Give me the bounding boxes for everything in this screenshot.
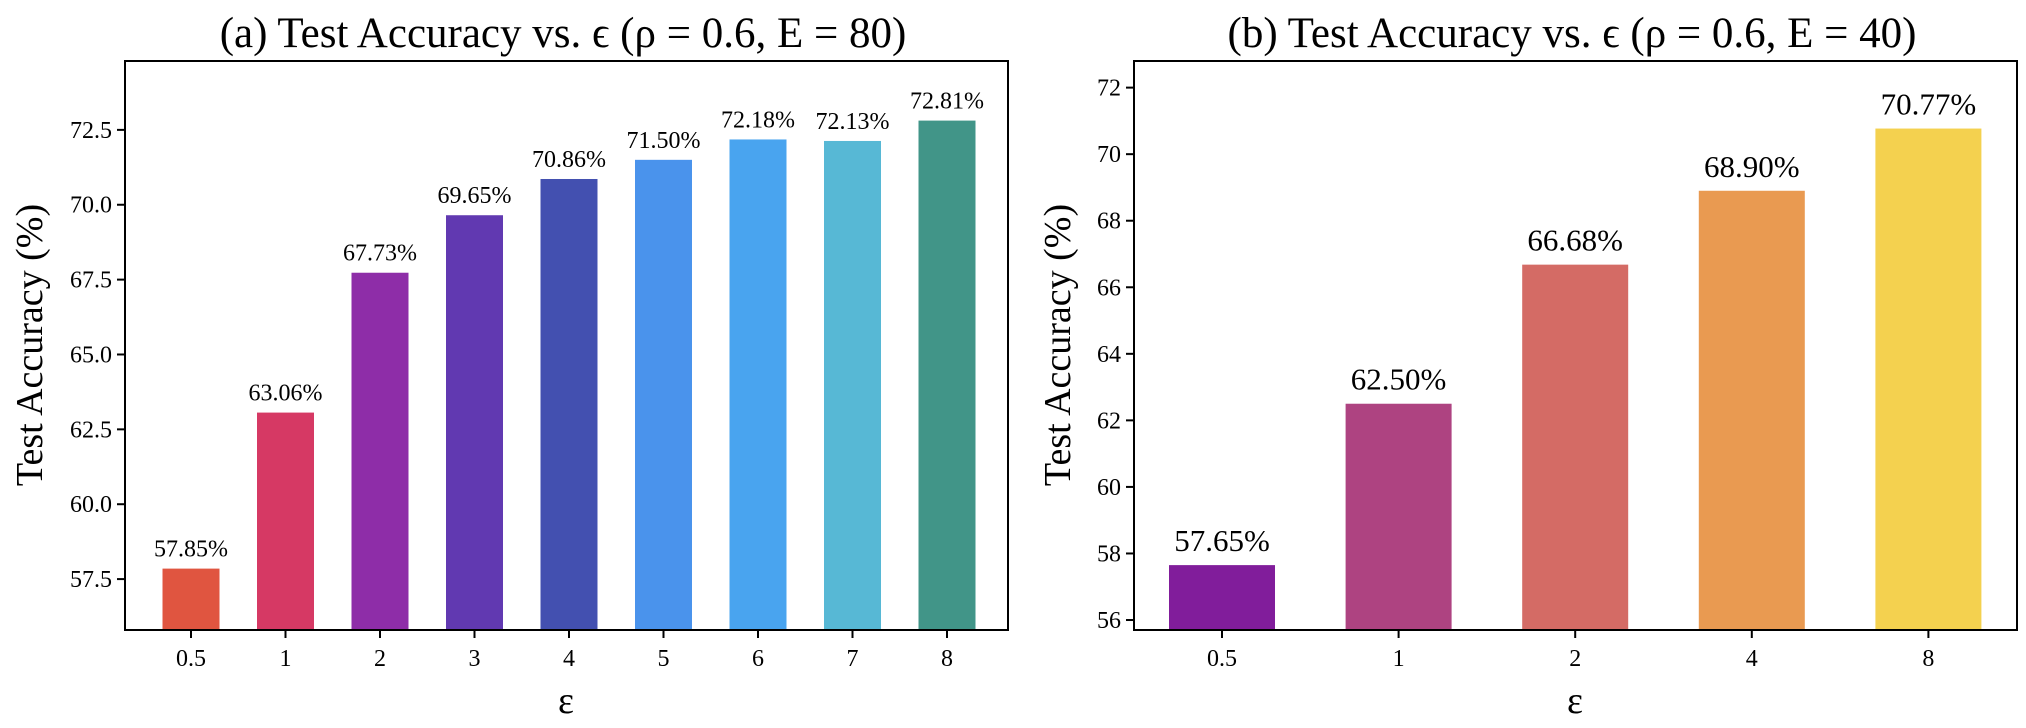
chart-panel-a: (a) Test Accuracy vs. ϵ (ρ = 0.6, E = 80… — [9, 10, 1008, 722]
chart-a-ytick-label: 70.0 — [70, 193, 112, 219]
chart-a-xlabel: ε — [558, 680, 574, 722]
chart-b-ytick-label: 58 — [1097, 541, 1121, 567]
chart-a-xtick-label: 8 — [941, 646, 953, 672]
chart-a-bar — [824, 141, 881, 630]
chart-a-bar — [163, 569, 220, 630]
chart-b-value-label: 70.77% — [1881, 87, 1977, 122]
chart-a-value-label: 70.86% — [532, 147, 606, 173]
chart-a-bar — [352, 273, 409, 630]
chart-a-value-label: 69.65% — [438, 183, 512, 209]
chart-a-bar — [730, 139, 787, 630]
chart-b-xtick-label: 2 — [1569, 646, 1581, 672]
chart-a-value-label: 67.73% — [343, 241, 417, 267]
chart-a-ytick-label: 60.0 — [70, 492, 112, 518]
chart-b-xtick-label: 8 — [1922, 646, 1934, 672]
chart-a-bar — [446, 215, 503, 630]
chart-b-value-label: 62.50% — [1351, 362, 1447, 397]
chart-a-xtick-label: 4 — [563, 646, 575, 672]
chart-a-xtick-label: 7 — [847, 646, 859, 672]
chart-a-ylabel: Test Accuracy (%) — [9, 204, 51, 486]
chart-b-bar — [1875, 129, 1981, 630]
chart-a-value-label: 72.81% — [910, 89, 984, 115]
chart-b-ytick-label: 70 — [1097, 142, 1121, 168]
chart-a-xtick-label: 5 — [658, 646, 670, 672]
chart-b-value-label: 57.65% — [1174, 523, 1270, 558]
chart-b-bar — [1522, 265, 1628, 630]
chart-b-ytick-label: 72 — [1097, 76, 1121, 102]
chart-b-bars — [1169, 129, 1981, 630]
chart-a-value-label: 72.13% — [816, 109, 890, 135]
chart-b-ytick-label: 62 — [1097, 408, 1121, 434]
chart-b-bar — [1699, 191, 1805, 630]
chart-a-value-label: 63.06% — [249, 381, 323, 407]
figure: (a) Test Accuracy vs. ϵ (ρ = 0.6, E = 80… — [0, 0, 2026, 728]
chart-b-xtick-label: 4 — [1746, 646, 1758, 672]
chart-a-bars — [163, 121, 976, 630]
chart-b-value-label: 68.90% — [1704, 149, 1800, 184]
chart-b-bar — [1346, 404, 1452, 630]
chart-a-xtick-label: 1 — [280, 646, 292, 672]
chart-a-xtick-label: 0.5 — [176, 646, 206, 672]
chart-b-ytick-label: 60 — [1097, 475, 1121, 501]
chart-a-ytick-label: 72.5 — [70, 118, 112, 144]
chart-b-xtick-label: 0.5 — [1207, 646, 1237, 672]
chart-b-value-label: 66.68% — [1527, 223, 1623, 258]
chart-a-bar — [635, 160, 692, 630]
chart-a-ytick-label: 65.0 — [70, 342, 112, 368]
chart-b-ytick-label: 68 — [1097, 209, 1121, 235]
chart-a-value-label: 57.85% — [154, 537, 228, 563]
chart-a-ytick-label: 57.5 — [70, 567, 112, 593]
chart-a-title: (a) Test Accuracy vs. ϵ (ρ = 0.6, E = 80… — [220, 10, 907, 57]
chart-b-ytick-label: 64 — [1097, 342, 1121, 368]
chart-panel-b: (b) Test Accuracy vs. ϵ (ρ = 0.6, E = 40… — [1037, 10, 2017, 722]
chart-a-bar — [541, 179, 598, 630]
chart-a-bar — [919, 121, 976, 630]
chart-a-value-label: 71.50% — [627, 128, 701, 154]
chart-a-ytick-label: 62.5 — [70, 417, 112, 443]
chart-a-ytick-label: 67.5 — [70, 268, 112, 294]
chart-a-xtick-label: 2 — [374, 646, 386, 672]
chart-a-xtick-label: 6 — [752, 646, 764, 672]
chart-b-xtick-label: 1 — [1393, 646, 1405, 672]
chart-b-ylabel: Test Accuracy (%) — [1037, 204, 1079, 486]
chart-b-ytick-label: 56 — [1097, 608, 1121, 634]
chart-b-ytick-label: 66 — [1097, 275, 1121, 301]
chart-b-bar — [1169, 565, 1275, 630]
chart-a-value-label: 72.18% — [721, 107, 795, 133]
chart-a-bar — [257, 413, 314, 630]
chart-b-xlabel: ε — [1567, 680, 1583, 722]
chart-a-xtick-label: 3 — [469, 646, 481, 672]
chart-b-title: (b) Test Accuracy vs. ϵ (ρ = 0.6, E = 40… — [1228, 10, 1917, 57]
